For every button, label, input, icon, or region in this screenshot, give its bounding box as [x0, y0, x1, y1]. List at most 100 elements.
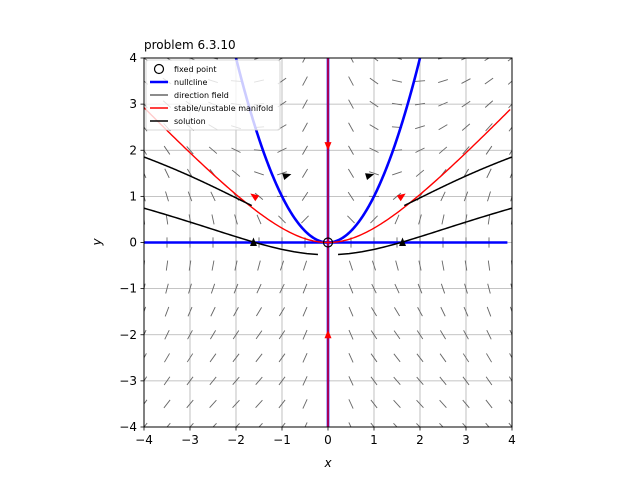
direction-field-segment [188, 58, 195, 61]
direction-field-segment [348, 260, 354, 271]
direction-field-segment [186, 353, 194, 363]
direction-field-segment [144, 306, 147, 314]
x-tick-label: 0 [324, 433, 332, 447]
direction-field-segment [233, 283, 239, 294]
direction-field-segment [144, 399, 148, 405]
direction-field-segment [462, 422, 467, 427]
direction-field-segment [165, 214, 169, 225]
direction-field-segment [393, 330, 401, 340]
direction-field-segment [369, 171, 379, 176]
legend-label: stable/unstable manifold [174, 104, 273, 113]
direction-field-segment [234, 214, 238, 225]
direction-field-segment [347, 191, 355, 201]
legend: fixed point nullcline direction field stabl… [145, 59, 281, 131]
direction-field-segment [507, 58, 512, 62]
direction-field-segment [187, 330, 193, 340]
direction-field-segment [278, 215, 286, 224]
direction-field-segment [440, 283, 446, 294]
direction-field-segment [186, 399, 194, 409]
solution-outer-left [144, 207, 319, 256]
direction-field-segment [279, 260, 285, 271]
x-tick-label: −1 [273, 433, 291, 447]
direction-field-segment [463, 191, 469, 202]
direction-field-segment [302, 168, 308, 178]
direction-field-segment [508, 399, 512, 405]
direction-field-segment [439, 353, 447, 363]
solution-upper-left [144, 156, 253, 207]
y-tick-label: −2 [119, 328, 137, 342]
direction-field-segment [301, 215, 309, 224]
direction-field-segment [347, 215, 355, 224]
direction-field-segment [441, 214, 445, 225]
direction-field-segment [487, 191, 491, 202]
direction-field-segment [144, 329, 147, 336]
direction-field-segment [210, 191, 216, 202]
direction-field-segment [164, 168, 170, 179]
direction-field-segment [393, 376, 401, 386]
direction-field-segment [416, 330, 424, 340]
direction-field-segment [438, 146, 448, 154]
solution-outer-arrow-left [249, 237, 257, 246]
direction-field-segment [486, 306, 492, 317]
direction-field-segment [348, 422, 352, 427]
direction-field-segment [369, 124, 379, 131]
direction-field-segment [417, 307, 423, 317]
direction-field-segment [256, 307, 262, 317]
direction-field-segment [164, 329, 170, 340]
direction-field-segment [393, 423, 398, 427]
direction-field-segment [165, 283, 169, 294]
direction-field-segment [348, 353, 354, 363]
direction-field-segment [416, 399, 424, 408]
direction-field-segment [231, 169, 241, 177]
unstable-manifold-arrow-left [250, 193, 260, 202]
direction-field-segment [256, 283, 262, 294]
direction-field-segment [163, 376, 171, 386]
direction-field-segment [394, 283, 400, 294]
direction-field-segment [464, 260, 468, 271]
direction-field-segment [371, 307, 377, 317]
direction-field-segment [278, 353, 286, 363]
direction-field-segment [278, 330, 286, 340]
direction-field-segment [348, 168, 354, 178]
direction-field-segment [487, 283, 491, 294]
direction-field-segment [484, 58, 490, 61]
direction-field-segment [211, 214, 215, 225]
direction-field-segment [416, 423, 421, 427]
direction-field-segment [510, 194, 512, 202]
direction-field-segment [165, 191, 169, 202]
direction-field-segment [371, 260, 377, 271]
direction-field-segment [348, 306, 354, 317]
direction-field-segment [234, 260, 238, 271]
direction-field-segment [254, 192, 264, 200]
y-tick-label: 4 [129, 51, 137, 65]
direction-field-segment [258, 423, 263, 427]
y-tick-label: 2 [129, 143, 137, 157]
direction-field-segment [486, 329, 492, 340]
direction-field-segment [508, 376, 512, 382]
direction-field-segment [484, 77, 494, 85]
direction-field-segment [232, 353, 240, 363]
solution-outer-right [337, 207, 512, 256]
direction-field-segment [186, 376, 194, 386]
direction-field-segment [208, 146, 218, 154]
direction-field-segment [144, 194, 146, 202]
direction-field-segment [485, 376, 493, 386]
direction-field-segment [302, 353, 308, 363]
direction-field-segment [508, 126, 512, 132]
direction-field-segment [281, 422, 286, 427]
direction-field-segment [394, 214, 400, 225]
direction-field-segment [232, 376, 240, 386]
direction-field-segment [416, 376, 424, 386]
direction-field-segment [369, 147, 379, 153]
direction-field-segment [254, 171, 264, 176]
legend-box [145, 59, 281, 131]
direction-field-segment [369, 100, 379, 108]
direction-field-segment [394, 307, 400, 317]
direction-field-segment [302, 329, 308, 340]
direction-field-segment [486, 168, 492, 179]
direction-field-segment [302, 376, 308, 386]
direction-field-segment [461, 123, 471, 131]
direction-field-segment [302, 399, 308, 409]
direction-field-segment [277, 171, 287, 176]
direction-field-segment [257, 260, 261, 271]
